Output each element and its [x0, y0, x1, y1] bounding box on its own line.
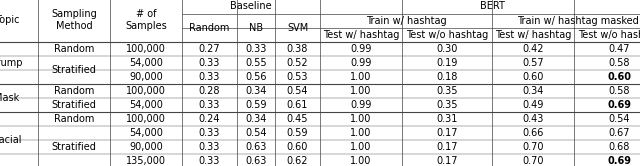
- Text: Test w/o hashtag: Test w/o hashtag: [406, 30, 488, 40]
- Text: 0.30: 0.30: [436, 44, 458, 54]
- Text: 0.17: 0.17: [436, 128, 458, 138]
- Text: 0.28: 0.28: [199, 86, 220, 96]
- Text: 100,000: 100,000: [126, 114, 166, 124]
- Text: 0.24: 0.24: [199, 114, 220, 124]
- Text: 0.34: 0.34: [245, 114, 267, 124]
- Text: Train w/ hashtag masked: Train w/ hashtag masked: [517, 16, 639, 26]
- Text: Random: Random: [54, 86, 94, 96]
- Text: 0.63: 0.63: [245, 142, 267, 152]
- Text: 0.63: 0.63: [245, 156, 267, 166]
- Text: 0.59: 0.59: [287, 128, 308, 138]
- Text: 1.00: 1.00: [350, 142, 372, 152]
- Text: 0.53: 0.53: [287, 72, 308, 82]
- Text: Random: Random: [54, 44, 94, 54]
- Text: 90,000: 90,000: [129, 72, 163, 82]
- Text: 0.66: 0.66: [522, 128, 544, 138]
- Text: 0.60: 0.60: [287, 142, 308, 152]
- Text: 0.45: 0.45: [287, 114, 308, 124]
- Text: 0.33: 0.33: [199, 72, 220, 82]
- Text: 54,000: 54,000: [129, 100, 163, 110]
- Text: 1.00: 1.00: [350, 114, 372, 124]
- Text: 0.70: 0.70: [522, 142, 544, 152]
- Text: 1.00: 1.00: [350, 72, 372, 82]
- Text: 0.57: 0.57: [522, 58, 544, 68]
- Text: 0.17: 0.17: [436, 142, 458, 152]
- Text: 0.67: 0.67: [608, 128, 630, 138]
- Text: Test w/o hashtag: Test w/o hashtag: [578, 30, 640, 40]
- Text: 0.68: 0.68: [608, 142, 630, 152]
- Text: 0.33: 0.33: [199, 100, 220, 110]
- Text: 0.59: 0.59: [245, 100, 267, 110]
- Text: 0.60: 0.60: [607, 72, 631, 82]
- Text: 0.60: 0.60: [522, 72, 544, 82]
- Text: 0.35: 0.35: [436, 100, 458, 110]
- Text: 90,000: 90,000: [129, 142, 163, 152]
- Text: 0.49: 0.49: [522, 100, 544, 110]
- Text: Sampling
Method: Sampling Method: [51, 9, 97, 31]
- Text: Stratified: Stratified: [52, 142, 97, 152]
- Text: NB: NB: [249, 23, 263, 33]
- Text: Stratified: Stratified: [52, 100, 97, 110]
- Text: 0.38: 0.38: [287, 44, 308, 54]
- Text: 0.55: 0.55: [245, 58, 267, 68]
- Text: Baseline: Baseline: [230, 1, 272, 11]
- Text: Test w/ hashtag: Test w/ hashtag: [323, 30, 399, 40]
- Text: 135,000: 135,000: [126, 156, 166, 166]
- Text: Train w/ hashtag: Train w/ hashtag: [365, 16, 446, 26]
- Text: 100,000: 100,000: [126, 86, 166, 96]
- Text: 0.52: 0.52: [287, 58, 308, 68]
- Text: 0.58: 0.58: [608, 58, 630, 68]
- Text: 1.00: 1.00: [350, 156, 372, 166]
- Text: 0.58: 0.58: [608, 86, 630, 96]
- Text: 0.43: 0.43: [522, 114, 544, 124]
- Text: SVM: SVM: [287, 23, 308, 33]
- Text: 0.99: 0.99: [350, 58, 372, 68]
- Text: 0.42: 0.42: [522, 44, 544, 54]
- Text: 0.62: 0.62: [287, 156, 308, 166]
- Text: 0.19: 0.19: [436, 58, 458, 68]
- Text: 0.47: 0.47: [608, 44, 630, 54]
- Text: 0.31: 0.31: [436, 114, 458, 124]
- Text: 0.33: 0.33: [199, 142, 220, 152]
- Text: 0.54: 0.54: [287, 86, 308, 96]
- Text: 0.54: 0.54: [608, 114, 630, 124]
- Text: 0.35: 0.35: [436, 86, 458, 96]
- Text: 0.34: 0.34: [245, 86, 267, 96]
- Text: 0.33: 0.33: [245, 44, 267, 54]
- Text: 0.69: 0.69: [607, 156, 631, 166]
- Text: 0.33: 0.33: [199, 156, 220, 166]
- Text: 0.70: 0.70: [522, 156, 544, 166]
- Text: 0.27: 0.27: [198, 44, 220, 54]
- Text: 0.99: 0.99: [350, 44, 372, 54]
- Text: 0.33: 0.33: [199, 128, 220, 138]
- Text: 1.00: 1.00: [350, 128, 372, 138]
- Text: 0.17: 0.17: [436, 156, 458, 166]
- Text: 54,000: 54,000: [129, 128, 163, 138]
- Text: Random: Random: [189, 23, 230, 33]
- Text: BERT: BERT: [479, 1, 504, 11]
- Text: 0.99: 0.99: [350, 100, 372, 110]
- Text: 0.61: 0.61: [287, 100, 308, 110]
- Text: 0.56: 0.56: [245, 72, 267, 82]
- Text: Stratified: Stratified: [52, 65, 97, 75]
- Text: Trump: Trump: [0, 58, 22, 68]
- Text: 1.00: 1.00: [350, 86, 372, 96]
- Text: 0.69: 0.69: [607, 100, 631, 110]
- Text: 100,000: 100,000: [126, 44, 166, 54]
- Text: # of
Samples: # of Samples: [125, 9, 167, 31]
- Text: Racial: Racial: [0, 135, 22, 145]
- Text: 0.34: 0.34: [522, 86, 544, 96]
- Text: 54,000: 54,000: [129, 58, 163, 68]
- Text: Test w/ hashtag: Test w/ hashtag: [495, 30, 571, 40]
- Text: 0.33: 0.33: [199, 58, 220, 68]
- Text: Topic: Topic: [0, 15, 19, 25]
- Text: Random: Random: [54, 114, 94, 124]
- Text: 0.54: 0.54: [245, 128, 267, 138]
- Text: 0.18: 0.18: [436, 72, 458, 82]
- Text: Mask: Mask: [0, 93, 20, 103]
